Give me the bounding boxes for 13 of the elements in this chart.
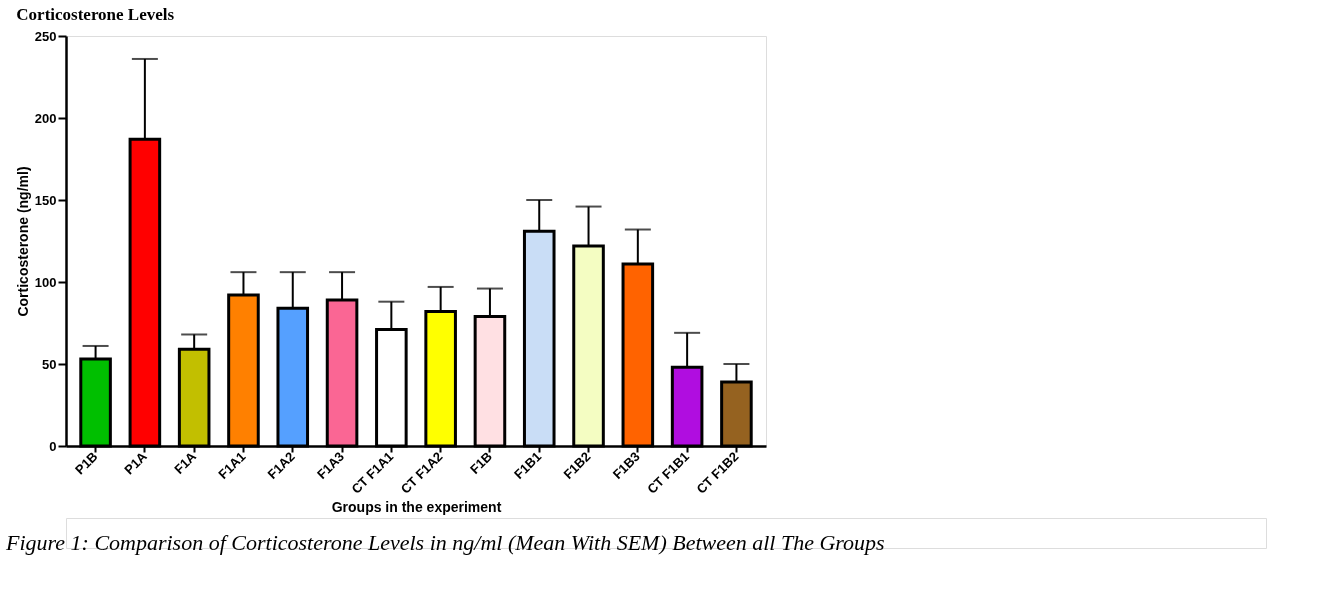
y-axis-title: Corticosterone (ng/ml) xyxy=(14,166,31,317)
y-tick-label: 200 xyxy=(34,110,57,126)
y-tick-label: 50 xyxy=(42,356,57,372)
x-tick-label: P1A xyxy=(121,448,151,478)
y-tick-label: 0 xyxy=(49,438,57,454)
x-tick-label: F1A xyxy=(171,448,200,477)
y-tick-label: 100 xyxy=(34,274,57,290)
x-axis-title: Groups in the experiment xyxy=(331,498,502,515)
caption: Figure 1: Comparison of Corticosterone Levels in ng/ml (Mean With SEM) Between all The Groups xyxy=(5,530,885,555)
x-tick-label: F1B xyxy=(466,448,495,477)
chart-title: Corticosterone Levels xyxy=(16,5,175,24)
y-tick-label: 150 xyxy=(34,192,57,208)
y-tick-label: 250 xyxy=(34,28,57,44)
